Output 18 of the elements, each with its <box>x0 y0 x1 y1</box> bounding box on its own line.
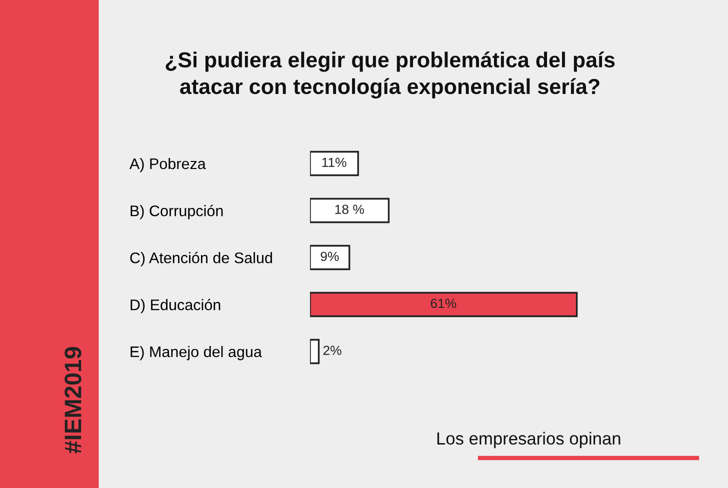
text: Los empresarios opinan <box>437 432 620 448</box>
data-label: 2% <box>323 346 342 355</box>
data-label: 11% <box>322 158 346 167</box>
bar <box>310 292 578 318</box>
y-tick-label: D) Educación <box>130 298 220 314</box>
data-label: 61% <box>430 298 456 308</box>
bar <box>310 198 390 224</box>
y-tick-label: A) Pobreza <box>129 158 206 172</box>
bar <box>310 338 320 364</box>
bar <box>310 150 359 176</box>
data-label: 9% <box>320 252 339 262</box>
y-tick-label: C) Atención de Salud <box>130 252 272 266</box>
y-tick-label: B) Corrupción <box>130 204 223 220</box>
y-tick-label: E) Manejo del agua <box>130 346 262 360</box>
data-label: 18 % <box>335 204 364 214</box>
bar <box>310 244 350 270</box>
text: #IEM2019 <box>64 347 82 454</box>
chart-title: ¿Si pudiera elegir que problemática del país atacar con tecnología exponencial sería? <box>166 51 615 99</box>
